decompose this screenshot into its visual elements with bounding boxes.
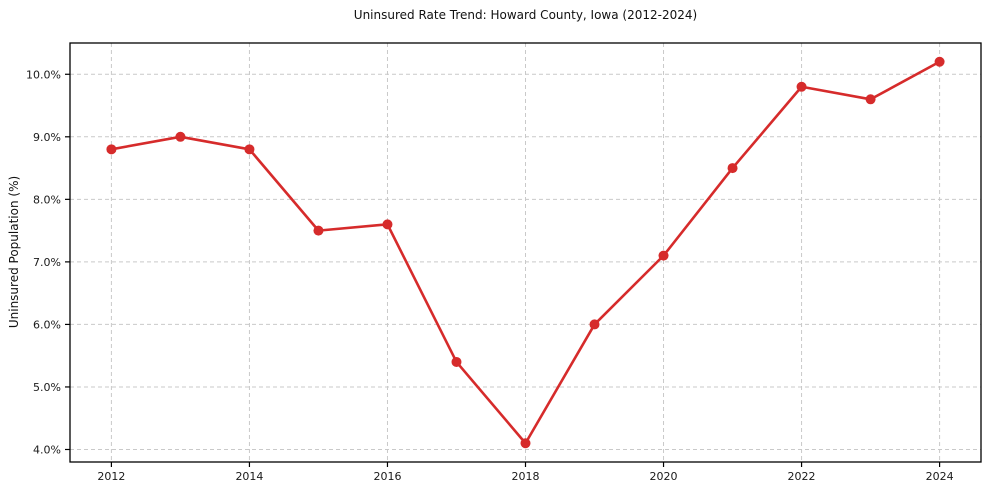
y-tick-label: 5.0% [33,381,61,394]
y-tick-label: 4.0% [33,443,61,456]
data-point [865,94,876,105]
data-point [451,356,462,367]
data-point [658,250,669,261]
data-point [727,163,738,174]
x-tick-label: 2022 [788,470,816,483]
x-tick-label: 2024 [926,470,954,483]
x-tick-label: 2012 [97,470,125,483]
x-tick-label: 2020 [650,470,678,483]
data-point [520,438,531,449]
data-point [796,81,807,92]
y-tick-label: 8.0% [33,193,61,206]
data-point [175,131,186,142]
y-tick-label: 7.0% [33,256,61,269]
y-tick-label: 6.0% [33,318,61,331]
chart-title: Uninsured Rate Trend: Howard County, Iow… [353,8,698,22]
x-tick-label: 2014 [235,470,263,483]
data-point [934,56,945,67]
y-tick-label: 9.0% [33,131,61,144]
x-tick-label: 2016 [373,470,401,483]
x-tick-label: 2018 [512,470,540,483]
data-point [244,144,255,155]
y-tick-label: 10.0% [26,68,61,81]
plot-frame [69,42,982,463]
data-point [589,319,600,330]
data-point [313,225,324,236]
data-point [382,219,393,230]
data-point [106,144,117,155]
